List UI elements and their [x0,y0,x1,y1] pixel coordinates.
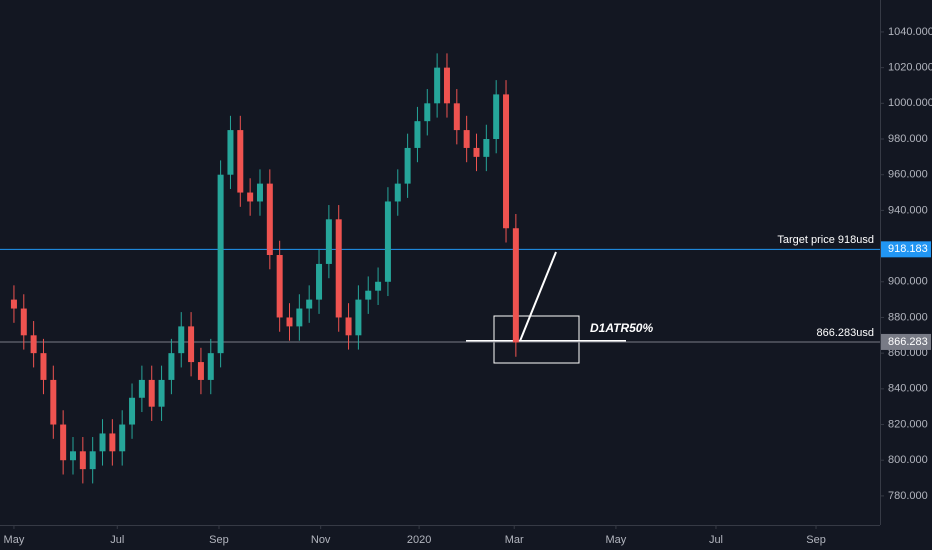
candle-body [217,174,224,354]
candle-body [237,130,244,193]
candle-body [40,353,47,380]
candle-body [178,326,185,354]
candle-body [276,255,283,318]
x-tick-label: Sep [806,534,826,546]
candle-body [109,433,116,452]
candle-body [10,299,17,309]
candle-body [375,281,382,291]
candle-body [463,130,470,148]
level-text: 866.283usd [817,327,875,339]
candle-body [424,103,431,122]
x-tick-label: Jul [709,534,723,546]
candle-body [443,67,450,104]
candle-body [394,183,401,202]
candle-body [335,219,342,318]
candle-body [50,379,57,425]
candle-body [266,183,273,256]
y-tick-label: 860.000 [888,347,928,359]
candle-body [30,335,37,354]
y-tick-label: 900.000 [888,276,928,288]
candle-body [473,147,480,157]
level-price-tag-bg [881,333,931,350]
candle-body [316,263,323,300]
candle-body [365,290,372,300]
x-tick-label: Jul [110,534,124,546]
candle-body [60,424,67,461]
candle-body [197,362,204,380]
candle-body [129,397,136,425]
candle-body [503,94,510,229]
x-tick-label: 2020 [407,534,431,546]
candle-body [296,308,303,327]
candle-body [325,219,332,264]
candle-body [256,183,263,202]
candle-body [414,121,421,148]
x-tick-label: Sep [209,534,229,546]
trend-arrow [519,251,557,342]
candle-body [345,317,352,336]
y-tick-label: 840.000 [888,383,928,395]
y-tick-label: 1040.000 [888,26,932,38]
candle-body [168,353,175,380]
candle-body [69,451,76,461]
candle-body [138,379,145,398]
range-box [493,315,580,364]
candle-body [188,326,195,363]
candle-body [483,139,490,157]
y-tick-label: 780.000 [888,490,928,502]
candle-body [207,353,214,380]
candle-body [286,317,293,327]
y-tick-label: 820.000 [888,418,928,430]
candle-body [99,433,106,452]
annotation: D1ATR50% [590,321,653,335]
candle-body [384,201,391,282]
y-tick-label: 1000.000 [888,97,932,109]
y-tick-label: 1020.000 [888,62,932,74]
candle-body [119,424,126,452]
candle-body [20,308,27,336]
candle-body [306,299,313,309]
candle-body [89,451,96,470]
candle-body [158,379,165,407]
y-tick-label: 880.000 [888,311,928,323]
candle-body [434,67,441,104]
candle-body [404,147,411,184]
level-price-tag: 866.283 [888,336,928,348]
candle-body [493,94,500,140]
candle-body [79,451,86,470]
y-tick-label: 940.000 [888,204,928,216]
candle-body [247,192,254,202]
x-tick-label: Mar [505,534,524,546]
candle-body [355,299,362,336]
y-tick-label: 960.000 [888,169,928,181]
x-tick-label: May [606,534,627,546]
y-tick-label: 800.000 [888,454,928,466]
y-tick-label: 980.000 [888,133,928,145]
x-tick-label: Nov [311,534,331,546]
candle-body [512,228,519,343]
level-price-tag: 918.183 [888,243,928,255]
level-text: Target price 918usd [777,234,874,246]
candle-body [227,130,234,175]
x-tick-label: May [4,534,25,546]
candle-body [453,103,460,131]
candle-body [148,379,155,407]
level-price-tag-bg [881,241,931,258]
